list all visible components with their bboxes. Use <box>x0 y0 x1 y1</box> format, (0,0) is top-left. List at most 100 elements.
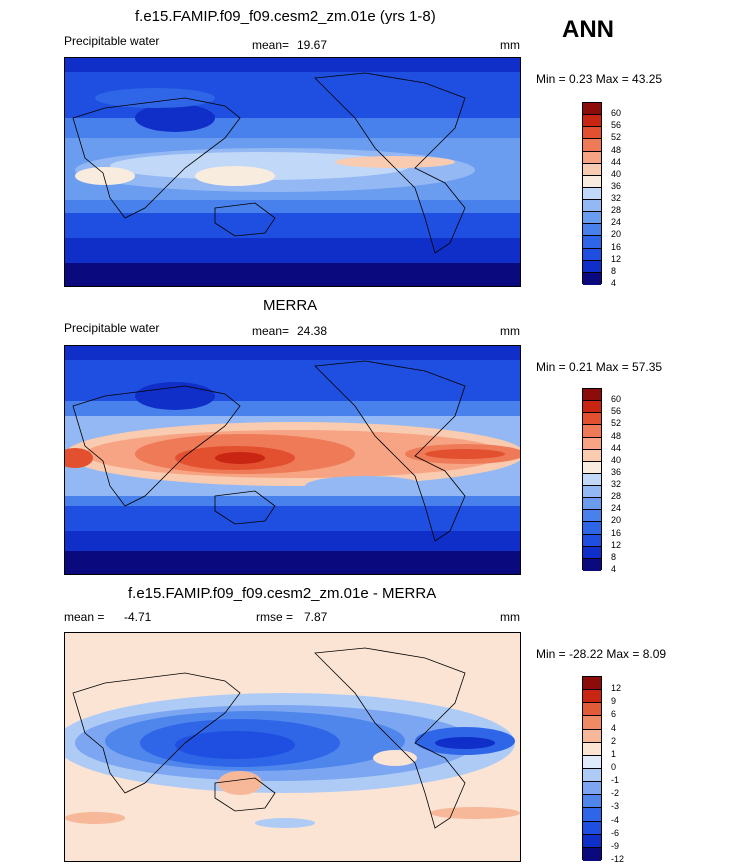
colorbar-swatch <box>583 821 601 835</box>
run-title: f.e15.FAMIP.f09_f09.cesm2_zm.01e (yrs 1-… <box>135 8 436 25</box>
panel2-units: mm <box>500 324 520 338</box>
colorbar-tick-label: 44 <box>611 156 622 167</box>
colorbar-swatch <box>583 212 601 225</box>
panel1-units: mm <box>500 38 520 52</box>
panel3-units: mm <box>500 610 520 624</box>
panel3-colorbar <box>582 676 602 861</box>
colorbar-tick-label: 12 <box>611 253 622 264</box>
colorbar-tick-label: -2 <box>611 788 620 799</box>
panel2-mean-label: mean= <box>252 324 290 338</box>
colorbar-swatch <box>583 151 601 164</box>
colorbar-swatch <box>583 187 601 200</box>
colorbar-tick-label: 28 <box>611 205 622 216</box>
colorbar-swatch <box>583 272 601 285</box>
panel1-minmax: Min = 0.23 Max = 43.25 <box>536 72 663 86</box>
panel3-title: f.e15.FAMIP.f09_f09.cesm2_zm.01e - MERRA <box>128 585 437 602</box>
colorbar-swatch <box>583 690 601 704</box>
colorbar-tick-label: 8 <box>611 265 617 276</box>
colorbar-swatch <box>583 808 601 822</box>
colorbar-swatch <box>583 729 601 743</box>
colorbar-swatch <box>583 437 601 450</box>
panel3-mean-label: mean = <box>64 610 105 624</box>
colorbar-swatch <box>583 742 601 756</box>
colorbar-tick-label: 4 <box>611 564 617 574</box>
colorbar-tick-label: 36 <box>611 466 622 477</box>
panel1-colorbar <box>582 102 602 285</box>
colorbar-tick-label: 6 <box>611 709 617 720</box>
panel3-rmse-label: rmse = <box>256 610 294 624</box>
colorbar-swatch <box>583 103 601 116</box>
colorbar-swatch <box>583 175 601 188</box>
colorbar-swatch <box>583 558 601 571</box>
colorbar-tick-label: 9 <box>611 696 617 707</box>
colorbar-tick-label: 36 <box>611 180 622 191</box>
colorbar-tick-label: 56 <box>611 120 622 131</box>
colorbar-swatch <box>583 486 601 499</box>
colorbar-tick-label: -12 <box>611 854 625 864</box>
season-label: ANN <box>562 16 614 43</box>
colorbar-tick-label: 32 <box>611 479 622 490</box>
colorbar-swatch <box>583 782 601 796</box>
colorbar-swatch <box>583 677 601 691</box>
colorbar-swatch <box>583 200 601 213</box>
colorbar-swatch <box>583 498 601 511</box>
panel3-map <box>64 632 521 862</box>
colorbar-swatch <box>583 260 601 273</box>
colorbar-swatch <box>583 546 601 559</box>
colorbar-tick-label: 16 <box>611 241 622 252</box>
colorbar-tick-label: 0 <box>611 762 617 772</box>
colorbar-swatch <box>583 236 601 249</box>
colorbar-swatch <box>583 224 601 237</box>
panel2-variable: Precipitable water <box>64 321 160 335</box>
colorbar-swatch <box>583 473 601 486</box>
colorbar-swatch <box>583 413 601 426</box>
colorbar-tick-label: 24 <box>611 503 622 514</box>
panel1-mean-value: 19.67 <box>297 38 328 52</box>
colorbar-swatch <box>583 522 601 535</box>
colorbar-tick-label: 1 <box>611 748 617 759</box>
colorbar-swatch <box>583 847 601 861</box>
colorbar-tick-label: 4 <box>611 722 617 733</box>
colorbar-swatch <box>583 449 601 462</box>
colorbar-swatch <box>583 115 601 128</box>
panel3-rmse-value: 7.87 <box>304 610 328 624</box>
colorbar-tick-label: -6 <box>611 827 620 838</box>
colorbar-swatch <box>583 755 601 769</box>
colorbar-swatch <box>583 768 601 783</box>
colorbar-swatch <box>583 389 601 402</box>
colorbar-swatch <box>583 795 601 809</box>
colorbar-tick-label: 20 <box>611 229 622 240</box>
colorbar-tick-label: 48 <box>611 144 622 155</box>
colorbar-swatch <box>583 163 601 176</box>
colorbar-tick-label: 40 <box>611 454 622 465</box>
colorbar-tick-label: 52 <box>611 418 622 429</box>
colorbar-tick-label: 4 <box>611 278 617 288</box>
colorbar-swatch <box>583 461 601 474</box>
colorbar-swatch <box>583 425 601 438</box>
colorbar-tick-label: -4 <box>611 814 620 825</box>
panel2-map <box>64 345 521 575</box>
colorbar-tick-label: -1 <box>611 775 620 786</box>
panel3-minmax: Min = -28.22 Max = 8.09 <box>536 647 667 661</box>
colorbar-tick-label: 60 <box>611 394 622 405</box>
colorbar-swatch <box>583 534 601 547</box>
colorbar-tick-label: -9 <box>611 840 620 851</box>
colorbar-swatch <box>583 139 601 152</box>
colorbar-tick-label: 8 <box>611 551 617 562</box>
colorbar-tick-label: 48 <box>611 430 622 441</box>
panel2-minmax: Min = 0.21 Max = 57.35 <box>536 360 663 374</box>
colorbar-tick-label: 20 <box>611 515 622 526</box>
colorbar-tick-label: 44 <box>611 442 622 453</box>
colorbar-tick-label: -3 <box>611 801 620 812</box>
colorbar-tick-label: 52 <box>611 132 622 143</box>
colorbar-tick-label: 12 <box>611 539 622 550</box>
colorbar-tick-label: 16 <box>611 527 622 538</box>
panel2-mean-value: 24.38 <box>297 324 328 338</box>
colorbar-swatch <box>583 834 601 848</box>
colorbar-swatch <box>583 510 601 523</box>
colorbar-tick-label: 24 <box>611 217 622 228</box>
colorbar-tick-label: 32 <box>611 193 622 204</box>
panel1-mean-label: mean= <box>252 38 290 52</box>
panel1-variable: Precipitable water <box>64 34 160 48</box>
colorbar-tick-label: 60 <box>611 108 622 119</box>
